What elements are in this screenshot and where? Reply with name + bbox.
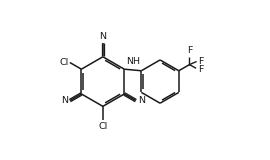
Text: NH: NH xyxy=(126,57,140,66)
Text: F: F xyxy=(187,46,192,55)
Text: N: N xyxy=(61,96,68,105)
Text: N: N xyxy=(99,32,106,41)
Text: Cl: Cl xyxy=(59,58,69,67)
Text: F: F xyxy=(198,64,204,74)
Text: N: N xyxy=(138,96,145,105)
Text: F: F xyxy=(198,57,204,66)
Text: Cl: Cl xyxy=(98,122,107,131)
